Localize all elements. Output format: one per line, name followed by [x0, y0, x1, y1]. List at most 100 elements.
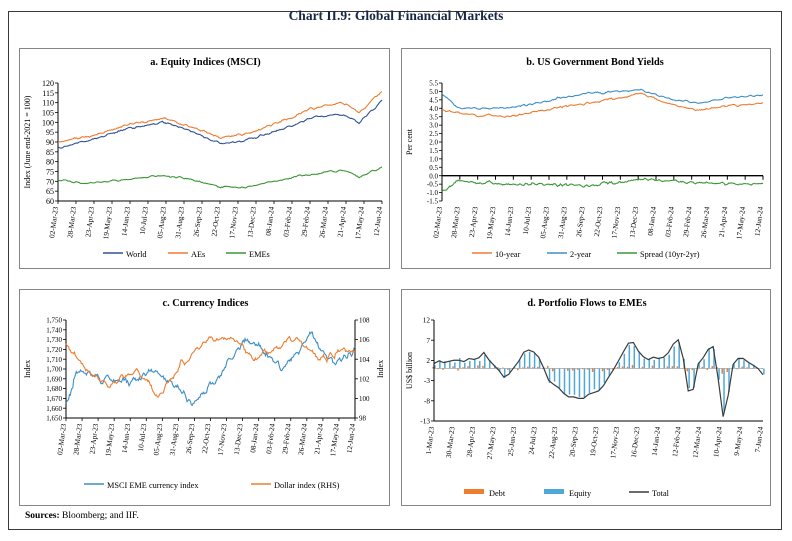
svg-text:Debt: Debt: [489, 489, 506, 498]
svg-text:02-Mar-23: 02-Mar-23: [47, 206, 60, 239]
svg-text:16-Dec-23: 16-Dec-23: [629, 426, 642, 458]
svg-text:98: 98: [359, 415, 367, 423]
svg-text:1,730: 1,730: [46, 336, 62, 344]
svg-text:108: 108: [359, 317, 370, 325]
svg-text:12: 12: [423, 316, 431, 325]
svg-text:1,670: 1,670: [46, 395, 62, 403]
svg-text:26-Sep-23: 26-Sep-23: [191, 206, 204, 238]
svg-text:12-Feb-24: 12-Feb-24: [670, 426, 683, 458]
svg-text:1,660: 1,660: [46, 405, 62, 413]
svg-text:12-Jun-24: 12-Jun-24: [371, 206, 384, 237]
svg-text:17-Nov-23: 17-Nov-23: [216, 423, 229, 456]
svg-text:1-Mar-23: 1-Mar-23: [424, 426, 436, 455]
svg-text:29-Feb-24: 29-Feb-24: [681, 206, 694, 238]
svg-text:13-Dec-23: 13-Dec-23: [232, 423, 245, 455]
svg-text:2-year: 2-year: [570, 250, 591, 259]
svg-text:1,750: 1,750: [46, 317, 62, 325]
svg-text:20-Sep-23: 20-Sep-23: [567, 426, 580, 458]
svg-text:70: 70: [46, 177, 54, 186]
svg-text:85: 85: [46, 148, 54, 157]
svg-text:100: 100: [359, 395, 370, 403]
svg-text:14-Jun-23: 14-Jun-23: [503, 206, 516, 237]
svg-text:100: 100: [42, 118, 54, 127]
svg-text:17-Nov-23: 17-Nov-23: [608, 426, 621, 459]
svg-text:08-Jan-24: 08-Jan-24: [263, 206, 276, 236]
svg-text:10-Jul-23: 10-Jul-23: [136, 423, 148, 452]
svg-text:22-Oct-23: 22-Oct-23: [200, 423, 213, 454]
svg-text:27-May-23: 27-May-23: [485, 426, 498, 460]
svg-text:21-Apr-24: 21-Apr-24: [312, 423, 325, 455]
svg-text:17-May-24: 17-May-24: [353, 206, 366, 240]
svg-text:0.0: 0.0: [429, 172, 438, 180]
svg-text:75: 75: [46, 168, 54, 177]
svg-text:60: 60: [46, 197, 54, 206]
svg-text:d. Portfolio Flows to EMEs: d. Portfolio Flows to EMEs: [527, 298, 646, 309]
svg-text:26-Sep-23: 26-Sep-23: [574, 206, 587, 238]
svg-text:22-Oct-23: 22-Oct-23: [209, 206, 222, 237]
svg-text:26-Mar-24: 26-Mar-24: [317, 206, 330, 239]
svg-text:14-Jan-24: 14-Jan-24: [650, 426, 663, 456]
svg-text:90: 90: [46, 138, 54, 147]
svg-text:22-Oct-23: 22-Oct-23: [592, 206, 605, 237]
svg-text:1,650: 1,650: [46, 415, 62, 423]
svg-text:2.0: 2.0: [429, 139, 438, 147]
svg-text:b. US Government Bond Yields: b. US Government Bond Yields: [526, 57, 663, 68]
svg-text:Index: Index: [23, 360, 32, 378]
svg-text:02-Mar-23: 02-Mar-23: [431, 206, 444, 239]
svg-text:AEs: AEs: [191, 250, 205, 259]
svg-text:12-Jun-24: 12-Jun-24: [344, 423, 357, 454]
svg-text:28-Apr-23: 28-Apr-23: [464, 426, 477, 458]
svg-text:28-Mar-23: 28-Mar-23: [449, 206, 462, 239]
svg-text:US$ billion: US$ billion: [405, 352, 414, 389]
svg-text:10-Jul-23: 10-Jul-23: [521, 206, 533, 235]
svg-text:5.0: 5.0: [429, 88, 438, 96]
svg-text:03-Feb-24: 03-Feb-24: [663, 206, 676, 238]
svg-text:19-May-23: 19-May-23: [485, 206, 498, 240]
svg-text:1,680: 1,680: [46, 385, 62, 393]
svg-text:Total: Total: [652, 489, 670, 498]
svg-text:Dollar index (RHS): Dollar index (RHS): [274, 481, 340, 490]
svg-text:110: 110: [42, 99, 54, 108]
svg-text:-1.0: -1.0: [427, 189, 439, 197]
svg-text:30-Mar-23: 30-Mar-23: [444, 426, 457, 459]
svg-text:10-year: 10-year: [495, 250, 521, 259]
svg-text:05-Aug-23: 05-Aug-23: [538, 206, 551, 239]
svg-text:4.0: 4.0: [429, 105, 438, 113]
svg-text:c. Currency Indices: c. Currency Indices: [163, 298, 249, 309]
svg-text:9-May-24: 9-May-24: [732, 426, 745, 456]
svg-text:08-Jan-24: 08-Jan-24: [248, 423, 261, 453]
svg-text:115: 115: [42, 89, 54, 98]
svg-text:23-Apr-23: 23-Apr-23: [83, 206, 96, 238]
svg-text:106: 106: [359, 336, 370, 344]
svg-text:25-Jun-23: 25-Jun-23: [506, 426, 519, 457]
svg-text:Per cent: Per cent: [405, 128, 414, 155]
svg-text:31-Aug-23: 31-Aug-23: [168, 423, 181, 456]
svg-text:1,740: 1,740: [46, 326, 62, 334]
svg-text:26-Mar-24: 26-Mar-24: [699, 206, 712, 239]
svg-text:World: World: [126, 250, 147, 259]
svg-text:1,720: 1,720: [46, 346, 62, 354]
svg-text:EMEs: EMEs: [249, 250, 270, 259]
svg-text:80: 80: [46, 158, 54, 167]
svg-text:03-Feb-24: 03-Feb-24: [281, 206, 294, 238]
svg-text:Index (June end-2021 = 100): Index (June end-2021 = 100): [23, 95, 32, 188]
svg-text:13-Dec-23: 13-Dec-23: [245, 206, 258, 238]
svg-text:28-Mar-23: 28-Mar-23: [71, 423, 84, 456]
svg-text:17-May-24: 17-May-24: [328, 423, 341, 457]
svg-text:10-Apr-24: 10-Apr-24: [711, 426, 724, 458]
svg-text:2.5: 2.5: [429, 130, 438, 138]
svg-text:31-Aug-23: 31-Aug-23: [556, 206, 569, 239]
svg-text:26-Mar-24: 26-Mar-24: [296, 423, 309, 456]
svg-text:1.5: 1.5: [429, 147, 438, 155]
svg-text:21-Apr-24: 21-Apr-24: [335, 206, 348, 238]
svg-text:14-Jun-23: 14-Jun-23: [120, 423, 133, 454]
svg-text:05-Aug-23: 05-Aug-23: [155, 206, 168, 239]
svg-text:3.0: 3.0: [429, 122, 438, 130]
svg-text:-3: -3: [424, 376, 430, 385]
svg-text:104: 104: [359, 356, 370, 364]
svg-text:120: 120: [42, 79, 54, 88]
svg-text:-8: -8: [424, 396, 430, 405]
svg-text:12-Jun-24: 12-Jun-24: [752, 206, 765, 237]
svg-text:-0.5: -0.5: [427, 181, 439, 189]
svg-text:23-Apr-23: 23-Apr-23: [467, 206, 480, 238]
